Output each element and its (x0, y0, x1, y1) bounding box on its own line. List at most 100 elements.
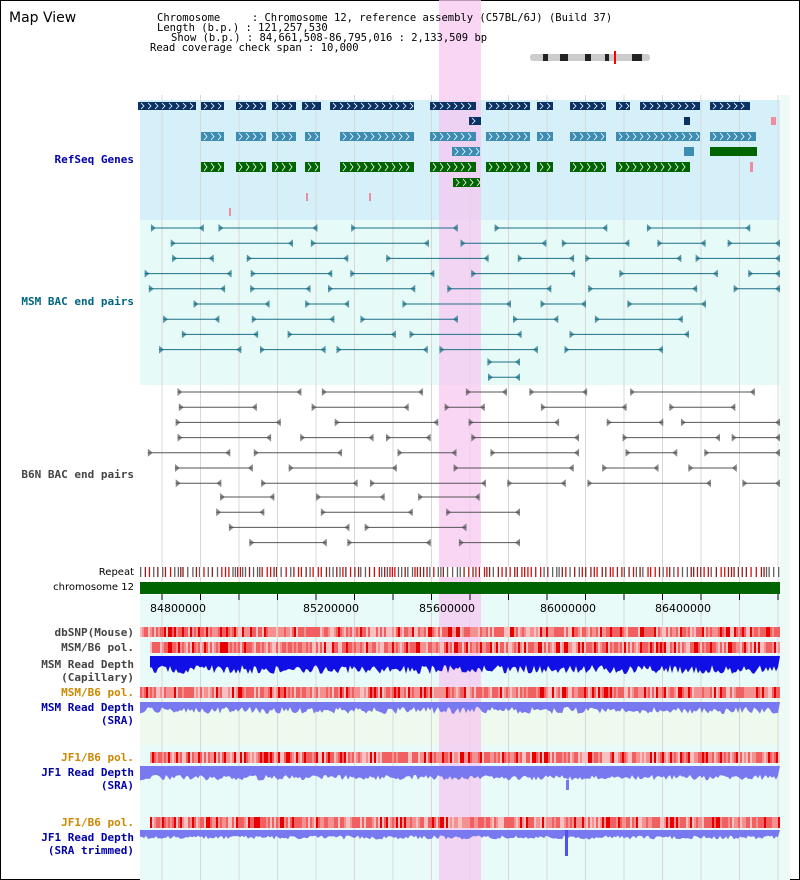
heat-cell (330, 687, 332, 698)
repeat-mark (404, 567, 406, 577)
heat-cell (490, 627, 492, 637)
heat-cell (590, 642, 592, 653)
depth-spike (566, 780, 569, 790)
repeat-mark (328, 567, 331, 577)
heat-cell (688, 817, 690, 828)
heat-cell (408, 752, 410, 763)
heat-cell (690, 817, 692, 828)
heat-cell (514, 642, 516, 653)
heat-cell (466, 817, 468, 828)
heat-cell (588, 752, 590, 763)
heat-cell (470, 687, 472, 698)
msm-bac-pair (208, 254, 214, 263)
gene-arrow (593, 132, 598, 141)
heat-cell (312, 627, 314, 637)
heat-cell (672, 817, 674, 828)
msm-bac-pair (327, 269, 333, 278)
b6n-bac-pair (311, 403, 317, 412)
repeat-mark (647, 567, 649, 577)
b6n-bac-pair (336, 448, 342, 457)
heat-cell (286, 642, 288, 653)
heat-cell (370, 752, 372, 763)
gene-arrow (684, 102, 689, 110)
heat-cell (288, 642, 290, 653)
heat-cell (390, 687, 392, 698)
heat-cell (726, 687, 728, 698)
gene-arrow (140, 102, 145, 110)
msm-bac-pair (553, 315, 559, 324)
heat-cell (566, 642, 568, 653)
ideogram-band (585, 54, 591, 61)
heat-cell (674, 642, 676, 653)
heat-cell (440, 627, 442, 637)
heat-cell (612, 817, 614, 828)
heat-cell (426, 817, 428, 828)
heat-cell (586, 642, 588, 653)
heat-cell (764, 687, 766, 698)
heat-cell (508, 627, 510, 637)
gene-arrow (579, 102, 584, 110)
heat-cell (584, 752, 586, 763)
heat-cell (678, 817, 680, 828)
gene-arrow (307, 162, 312, 172)
heat-cell (202, 817, 204, 828)
heat-cell (516, 752, 518, 763)
heat-cell (290, 752, 292, 763)
heat-cell (458, 817, 460, 828)
heat-cell (618, 627, 620, 637)
heat-cell (774, 817, 776, 828)
heat-cell (340, 642, 342, 653)
heat-cell (522, 752, 524, 763)
heat-cell (620, 817, 622, 828)
heat-cell (484, 627, 486, 637)
gene-arrow (281, 132, 286, 141)
msm-bac-pair (748, 269, 754, 278)
gene-block (616, 132, 700, 141)
heat-cell (508, 752, 510, 763)
heat-cell (366, 627, 368, 637)
heat-cell (404, 642, 406, 653)
heat-cell (442, 687, 444, 698)
heat-cell (568, 627, 570, 637)
msm-b6-pol-label: MSM/B6 pol. (61, 641, 134, 654)
heat-cell (476, 817, 478, 828)
heat-cell (476, 752, 478, 763)
b6n-bac-pair (622, 433, 628, 442)
heat-cell (334, 817, 336, 828)
heat-cell (150, 752, 152, 763)
heat-cell (300, 817, 302, 828)
heat-cell (474, 687, 476, 698)
heat-cell (484, 642, 486, 653)
heat-cell (710, 752, 712, 763)
heat-cell (576, 627, 578, 637)
heat-cell (452, 752, 454, 763)
heat-cell (466, 752, 468, 763)
gene-arrow (398, 132, 403, 141)
heat-cell (560, 642, 562, 653)
heat-cell (512, 642, 514, 653)
msm-bac-pair (220, 284, 226, 293)
gene-arrow (203, 132, 208, 141)
heat-cell (330, 752, 332, 763)
heat-cell (178, 752, 180, 763)
heat-cell (444, 687, 446, 698)
heat-cell (432, 627, 434, 637)
heat-cell (638, 817, 640, 828)
msm-bac-pair (516, 330, 522, 339)
heat-cell (178, 687, 180, 698)
heat-cell (518, 642, 520, 653)
heat-cell (300, 752, 302, 763)
heat-cell (438, 817, 440, 828)
heat-cell (330, 642, 332, 653)
heat-cell (544, 817, 546, 828)
b6n-bac-pair (391, 464, 397, 472)
heat-cell (608, 687, 610, 698)
heat-cell (564, 687, 566, 698)
heat-cell (536, 817, 538, 828)
heat-cell (714, 687, 716, 698)
gene-arrow (639, 162, 644, 172)
msm-bac-pair (624, 239, 630, 248)
heat-cell (572, 627, 574, 637)
b6n-bac-pair (479, 403, 485, 412)
